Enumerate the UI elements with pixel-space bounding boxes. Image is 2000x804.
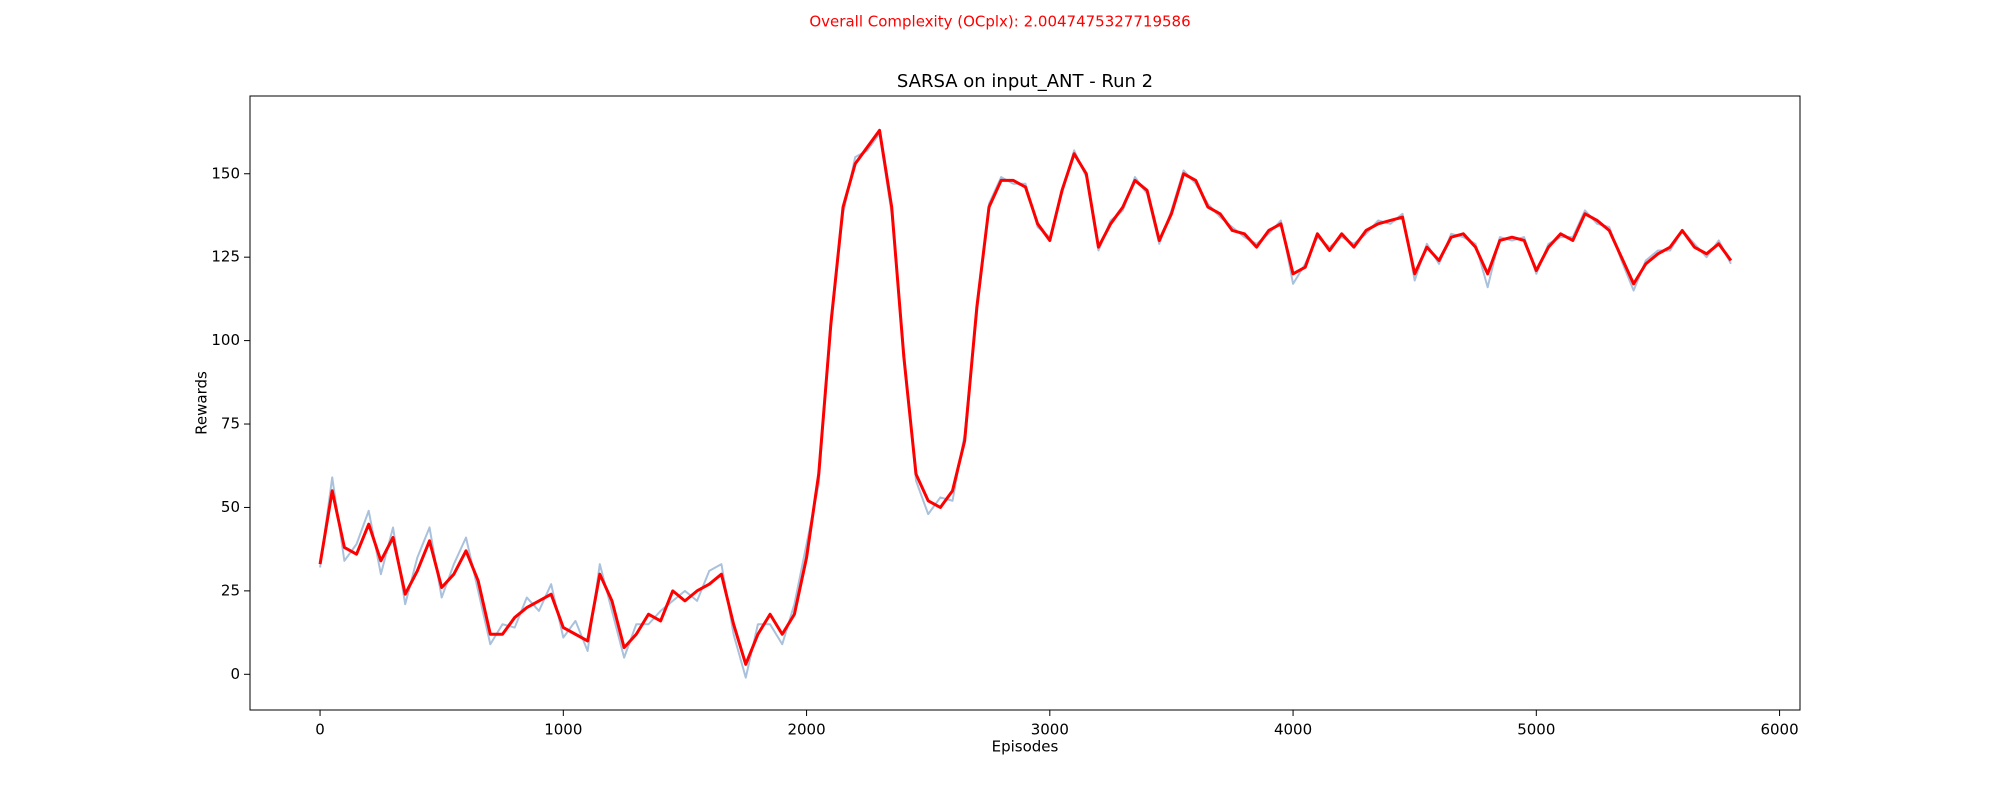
y-tick-label: 150 [211,164,240,182]
x-tick-label: 5000 [1517,721,1555,739]
y-tick-label: 0 [230,665,240,683]
y-tick-label: 125 [211,248,240,266]
y-tick-label: 50 [221,498,240,516]
chart-title: SARSA on input_ANT - Run 2 [897,71,1153,92]
suptitle: Overall Complexity (OCplx): 2.0047475327… [809,13,1190,31]
x-tick-label: 2000 [787,721,825,739]
plot-frame [249,95,1801,711]
x-tick-label: 1000 [544,721,582,739]
y-tick-label: 100 [211,331,240,349]
y-tick-label: 25 [221,581,240,599]
y-tick-label: 75 [221,415,240,433]
y-axis-label: Rewards [193,371,211,435]
x-tick-label: 0 [315,721,325,739]
x-tick-label: 6000 [1760,721,1798,739]
x-tick-label: 3000 [1031,721,1069,739]
series-line [318,128,1733,666]
x-axis-label: Episodes [992,738,1059,756]
series-line [319,132,1732,679]
x-tick-label: 4000 [1274,721,1312,739]
